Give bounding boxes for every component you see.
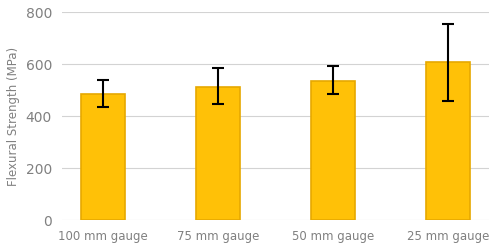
Bar — [81, 94, 124, 220]
Bar — [426, 62, 470, 220]
Y-axis label: Flexural Strength (MPa): Flexural Strength (MPa) — [7, 47, 20, 186]
Bar — [311, 80, 355, 220]
Bar — [196, 87, 240, 220]
